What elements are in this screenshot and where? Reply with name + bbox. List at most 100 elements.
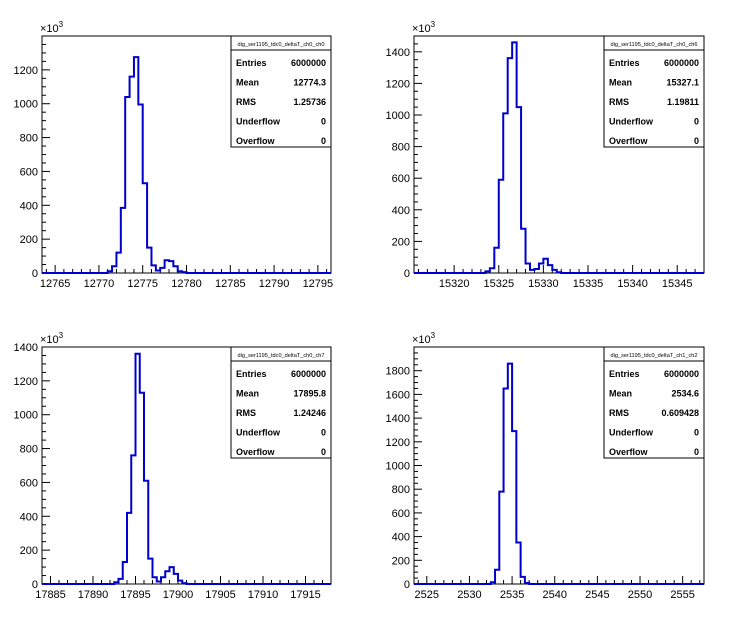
histogram-panel: 12765 12770 12775 12780 12785 12790 12795 0 200 4… xyxy=(14,20,334,290)
y-tick-label: 400 xyxy=(392,205,410,217)
x-tick-label: 2545 xyxy=(585,589,609,601)
y-tick-label: 800 xyxy=(392,142,410,154)
x-tick-label: 12795 xyxy=(303,278,334,290)
x-tick-label: 2540 xyxy=(542,589,566,601)
stats-label: RMS xyxy=(609,408,629,418)
y-tick-label: 0 xyxy=(32,268,38,280)
y-tick-label: 1200 xyxy=(386,437,410,449)
x-tick-label: 17885 xyxy=(35,589,66,601)
x-tick-label: 15335 xyxy=(573,278,604,290)
x-tick-label: 12770 xyxy=(84,278,115,290)
x-tick-label: 15340 xyxy=(617,278,648,290)
stats-label: Mean xyxy=(609,389,632,399)
y-tick-label: 1200 xyxy=(14,65,38,77)
x-tick-label: 15320 xyxy=(439,278,470,290)
x-tick-label: 15330 xyxy=(528,278,559,290)
stats-box xyxy=(230,346,332,459)
y-tick-label: 0 xyxy=(404,268,410,280)
stats-label: Underflow xyxy=(236,428,281,438)
stats-label: Entries xyxy=(609,369,640,379)
histogram-line xyxy=(42,352,331,585)
y-tick-label: 600 xyxy=(20,477,38,489)
x-tick-label: 12785 xyxy=(215,278,246,290)
histogram-panel: 2525 2530 2535 2540 2545 2550 2555 0 200 400 600 80… xyxy=(386,331,705,601)
stats-value: 0 xyxy=(694,117,699,127)
histogram-line xyxy=(414,362,704,585)
stats-value: 2534.6 xyxy=(671,389,699,399)
y-tick-label: 200 xyxy=(392,555,410,567)
stats-label: RMS xyxy=(609,97,629,107)
histogram-bin xyxy=(130,77,134,273)
y-tick-label: 800 xyxy=(20,133,38,145)
histogram-panel: 15320 15325 15330 15335 15340 15345 0 200 400 600… xyxy=(386,20,705,290)
stats-value: 12774.3 xyxy=(293,78,326,88)
y-tick-label: 1000 xyxy=(386,110,410,122)
y-tick-label: 1400 xyxy=(386,47,410,59)
x-tick-label: 2555 xyxy=(670,589,694,601)
stats-value: 1.25736 xyxy=(293,97,326,107)
stats-value: 0.609428 xyxy=(661,408,699,418)
stats-box-title: dig_ser1195_tdc0_deltaT_ch0_ch6 xyxy=(611,42,698,48)
stats-label: Underflow xyxy=(609,117,654,127)
y-tick-label: 1600 xyxy=(386,389,410,401)
y-tick-label: 200 xyxy=(20,545,38,557)
x-tick-label: 2530 xyxy=(457,589,481,601)
stats-value: 1.24246 xyxy=(293,408,326,418)
stats-label: RMS xyxy=(236,97,256,107)
stats-value: 0 xyxy=(694,136,699,146)
stats-value: 0 xyxy=(321,428,326,438)
x-tick-label: 12780 xyxy=(171,278,202,290)
histogram-panel: 17885 17890 17895 17900 17905 17910 17915 0 200 4… xyxy=(14,331,332,601)
stats-label: Overflow xyxy=(609,447,649,457)
x-tick-label: 12775 xyxy=(127,278,158,290)
y-exponent-label: ×103 xyxy=(40,331,64,346)
stats-label: Underflow xyxy=(609,428,654,438)
y-tick-label: 400 xyxy=(392,532,410,544)
y-tick-label: 1200 xyxy=(386,78,410,90)
stats-value: 0 xyxy=(321,447,326,457)
y-tick-label: 400 xyxy=(20,511,38,523)
y-tick-label: 800 xyxy=(20,444,38,456)
y-tick-label: 0 xyxy=(32,579,38,591)
y-tick-label: 600 xyxy=(392,508,410,520)
x-tick-label: 15325 xyxy=(483,278,514,290)
x-tick-label: 17905 xyxy=(205,589,236,601)
x-tick-label: 17895 xyxy=(120,589,151,601)
stats-box xyxy=(603,346,705,459)
stats-label: RMS xyxy=(236,408,256,418)
stats-box xyxy=(230,35,332,148)
x-tick-label: 2535 xyxy=(500,589,524,601)
y-tick-label: 200 xyxy=(20,234,38,246)
histogram-line xyxy=(414,41,704,274)
y-tick-label: 600 xyxy=(392,173,410,185)
y-tick-label: 200 xyxy=(392,236,410,248)
stats-value: 0 xyxy=(321,117,326,127)
stats-label: Entries xyxy=(609,58,640,68)
stats-label: Overflow xyxy=(236,447,276,457)
stats-value: 0 xyxy=(694,447,699,457)
stats-box-title: dig_ser1195_tdc0_deltaT_ch0_ch7 xyxy=(238,353,325,359)
stats-value: 17895.8 xyxy=(293,389,326,399)
stats-box-title: dig_ser1195_tdc0_deltaT_ch1_ch2 xyxy=(611,353,698,359)
stats-label: Overflow xyxy=(609,136,649,146)
y-tick-label: 1000 xyxy=(14,410,38,422)
x-tick-label: 2525 xyxy=(415,589,439,601)
y-tick-label: 1400 xyxy=(14,342,38,354)
stats-label: Mean xyxy=(236,78,259,88)
stats-label: Entries xyxy=(236,58,267,68)
stats-value: 0 xyxy=(694,428,699,438)
stats-value: 15327.1 xyxy=(666,78,699,88)
stats-value: 6000000 xyxy=(291,58,326,68)
stats-label: Mean xyxy=(609,78,632,88)
x-tick-label: 2550 xyxy=(628,589,652,601)
y-tick-label: 800 xyxy=(392,484,410,496)
y-tick-label: 400 xyxy=(20,200,38,212)
y-tick-label: 600 xyxy=(20,166,38,178)
x-tick-label: 12790 xyxy=(259,278,290,290)
x-tick-label: 12765 xyxy=(40,278,71,290)
stats-value: 0 xyxy=(321,136,326,146)
stats-label: Overflow xyxy=(236,136,276,146)
x-tick-label: 17910 xyxy=(248,589,279,601)
y-tick-label: 1000 xyxy=(14,99,38,111)
